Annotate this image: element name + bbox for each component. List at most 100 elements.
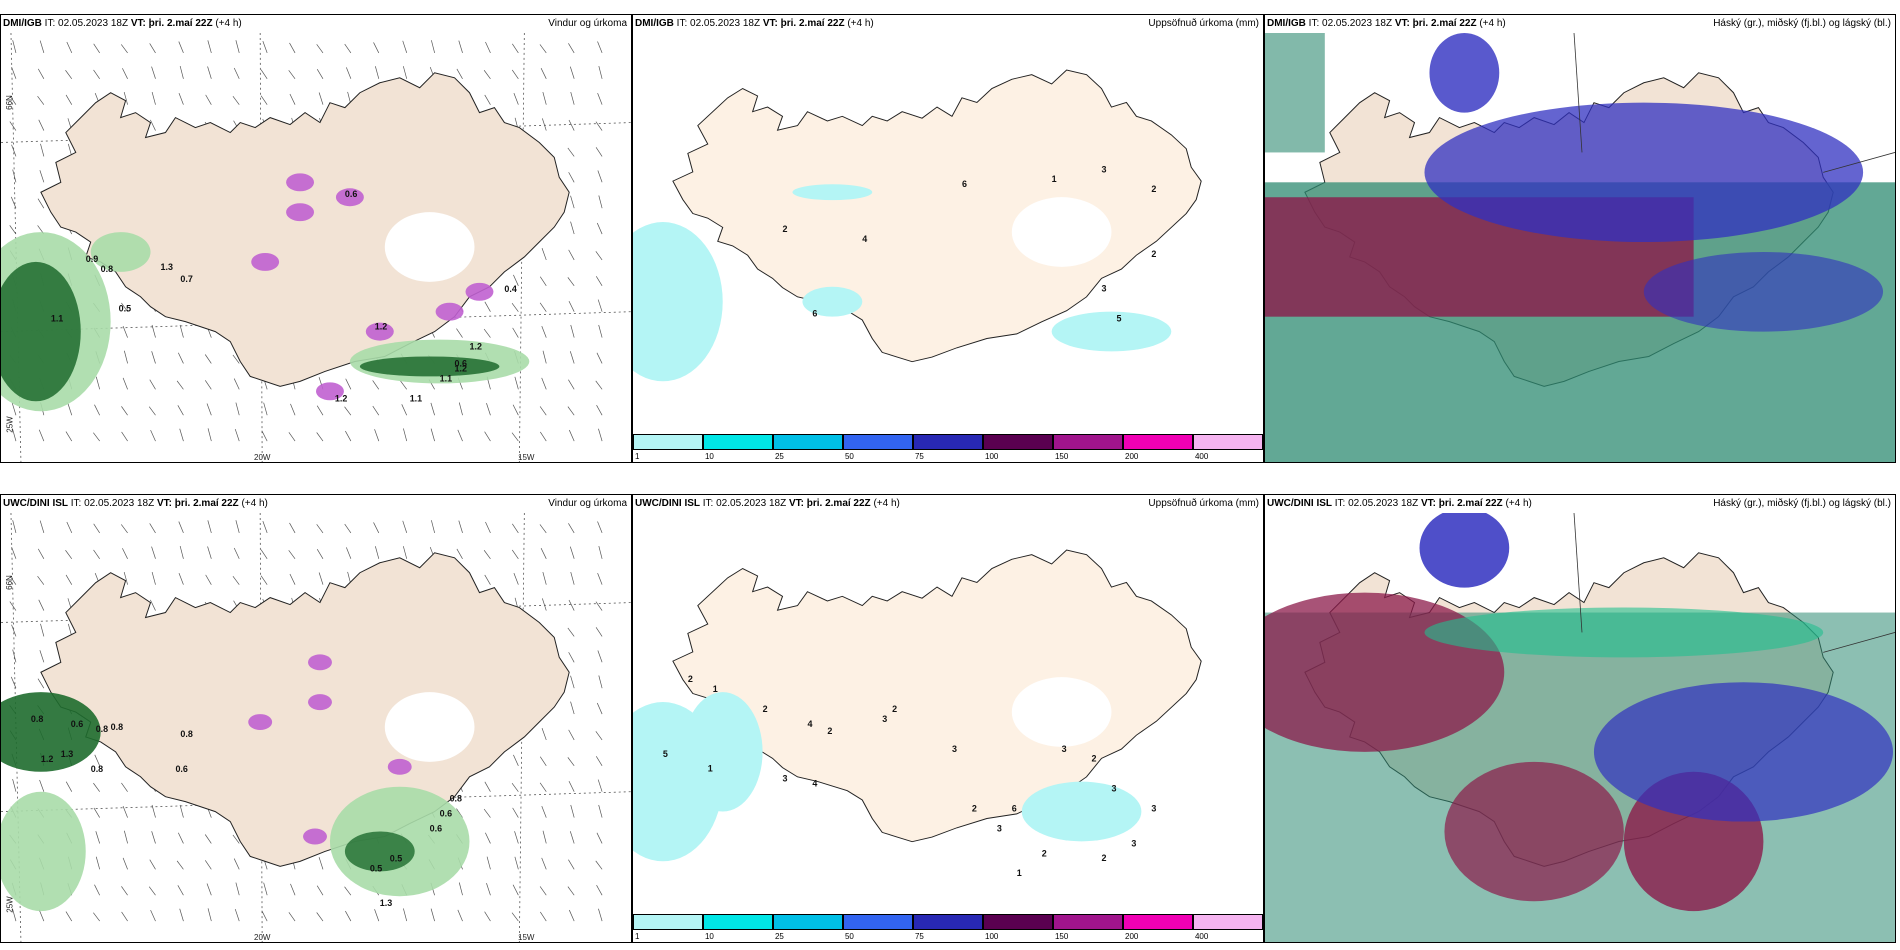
wind-barb	[10, 676, 17, 689]
wind-barb	[11, 624, 17, 637]
precip-value: 2	[972, 804, 977, 814]
wind-barb	[234, 428, 240, 442]
wind-barb	[597, 779, 603, 792]
wind-barb	[179, 428, 184, 442]
wind-barb	[316, 432, 324, 442]
wind-barb	[596, 702, 603, 715]
colorbar-label: 150	[1054, 452, 1069, 461]
colorbar-label: 10	[704, 452, 714, 461]
wind-barb	[120, 44, 128, 54]
wind-barb	[290, 883, 296, 896]
wind-barb	[345, 378, 352, 390]
wind-barb	[597, 299, 603, 312]
wind-barb	[235, 882, 240, 896]
colorbar-segment	[843, 434, 913, 450]
valid-time: þri. 2.maí 22Z	[148, 18, 213, 29]
init-time: IT: 02.05.2023 18Z	[1308, 18, 1393, 29]
wind-barb	[121, 406, 128, 416]
panel-title: Háský (gr.), miðský (fj.bl.) og lágský (…	[1713, 18, 1891, 29]
wind-barb	[400, 380, 407, 390]
wind-barb	[456, 68, 463, 79]
wind-barb	[65, 911, 73, 922]
wind-barb	[512, 43, 519, 54]
glacier-area	[1011, 677, 1112, 747]
wind-barb	[95, 856, 101, 870]
wind-barb	[260, 575, 268, 585]
longitude-gridline	[1573, 513, 1583, 633]
colorbar-label: 400	[1194, 452, 1209, 461]
wind-barb	[568, 249, 575, 261]
precip-value: 2	[1151, 184, 1156, 194]
wind-barb	[93, 912, 100, 922]
wind-barb	[93, 549, 100, 559]
wind-barb	[207, 40, 212, 54]
precip-value: 1	[708, 764, 713, 774]
wind-barb	[38, 909, 45, 922]
wind-barb	[150, 430, 156, 442]
map-area	[1265, 33, 1895, 462]
colorbar: 1 10 25 50 75 100 150 200 400	[633, 434, 1263, 461]
snow-area	[286, 173, 315, 192]
wind-barb	[595, 147, 603, 157]
snow-area	[335, 188, 364, 207]
wind-barb	[567, 406, 575, 416]
wind-barb	[11, 546, 17, 559]
wind-barb	[39, 650, 45, 663]
value-label: 0.9	[86, 254, 98, 264]
wind-barb	[345, 910, 352, 922]
wind-barb	[177, 352, 184, 364]
wind-barb	[205, 574, 212, 585]
wind-barb	[375, 546, 380, 559]
wind-barb	[596, 405, 603, 416]
wind-barb	[288, 70, 296, 79]
wind-barb	[403, 908, 408, 922]
wind-barb	[569, 831, 575, 844]
wind-barb	[318, 92, 324, 105]
wind-barb	[93, 432, 100, 442]
wind-barb	[514, 856, 519, 870]
precip-area	[633, 222, 723, 382]
lead-time: (+4 h)	[873, 498, 900, 509]
wind-barb	[568, 429, 575, 442]
precip-value: 5	[663, 749, 668, 759]
wind-barb	[38, 599, 45, 611]
wind-barb	[11, 402, 17, 416]
wind-barb	[595, 627, 603, 637]
wind-barb	[207, 520, 212, 534]
snow-area	[303, 828, 327, 845]
wind-barb	[95, 831, 101, 844]
precip-value: 1	[1052, 174, 1057, 184]
wind-barb	[10, 196, 17, 209]
wind-barb	[232, 834, 240, 844]
wind-barb	[9, 121, 17, 131]
wind-barb	[595, 860, 603, 870]
value-label: 0.6	[440, 809, 452, 819]
wind-barb	[39, 170, 45, 183]
wind-barb	[260, 549, 268, 559]
longitude-gridline	[1573, 33, 1583, 153]
wind-barb	[457, 909, 463, 922]
wind-barb	[204, 860, 212, 870]
value-label: 1.1	[440, 373, 452, 383]
precip-area	[682, 692, 763, 812]
value-label: 0.6	[175, 764, 187, 774]
wind-barb	[206, 883, 212, 896]
precip-value: 3	[997, 823, 1002, 833]
wind-barb	[568, 119, 575, 131]
wind-barb	[568, 599, 575, 611]
wind-barb	[512, 523, 519, 534]
wind-barb	[12, 520, 17, 533]
wind-barb	[598, 908, 603, 922]
wind-barb	[121, 431, 128, 442]
wind-barb	[570, 91, 575, 105]
precip-value: 2	[892, 704, 897, 714]
valid-time-label: VT:	[762, 18, 778, 29]
wind-barb	[37, 575, 45, 585]
wind-barb	[402, 546, 408, 559]
wind-barb	[598, 804, 603, 818]
wind-barb	[123, 571, 128, 585]
wind-barb	[178, 572, 184, 585]
wind-barb	[542, 830, 547, 844]
wind-barb	[178, 521, 184, 534]
wind-barb	[289, 93, 296, 105]
